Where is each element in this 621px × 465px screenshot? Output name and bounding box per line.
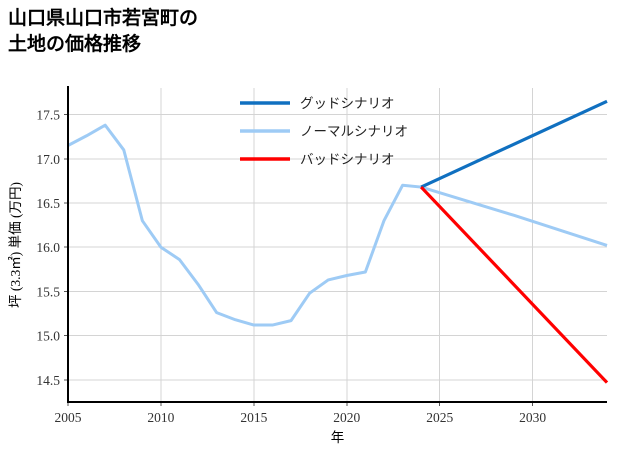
x-tick-label: 2030: [519, 410, 546, 425]
series-line-1: [67, 123, 608, 327]
x-tick-label: 2015: [240, 410, 267, 425]
legend-label-2: ノーマルシナリオ: [300, 124, 408, 139]
legend-label-3: バッドシナリオ: [300, 152, 395, 167]
tickmarks: [64, 114, 534, 406]
axis-spines: [66, 86, 607, 404]
page-title: 山口県山口市若宮町の 土地の価格推移: [8, 8, 199, 56]
gridlines: [67, 88, 607, 402]
legend-label-1: グッドシナリオ: [300, 96, 395, 111]
series-line-2: [420, 99, 608, 189]
y-tick-labels: 14.5 15.0 15.5 16.0 16.5 17.0 17.5: [36, 108, 60, 388]
y-tick-label: 14.5: [36, 373, 60, 388]
y-tick-label: 17.0: [36, 152, 60, 167]
y-axis-title: 坪 (3.3㎡) 単価 (万円): [8, 182, 23, 308]
y-tick-label: 15.0: [36, 329, 60, 344]
x-tick-labels: 2005 2010 2015 2020 2025 2030: [55, 410, 547, 425]
y-tick-label: 16.0: [36, 240, 60, 255]
x-tick-label: 2020: [333, 410, 360, 425]
axis-titles: 年 坪 (3.3㎡) 単価 (万円): [8, 182, 344, 445]
y-tick-label: 15.5: [36, 284, 60, 299]
x-tick-label: 2010: [147, 410, 174, 425]
y-tick-label: 17.5: [36, 108, 60, 123]
data-series: [67, 99, 609, 384]
y-tick-label: 16.5: [36, 196, 60, 211]
series-line-3: [419, 185, 609, 384]
axis-spine: [66, 86, 607, 404]
x-axis-title: 年: [331, 430, 345, 445]
x-tick-label: 2005: [55, 410, 82, 425]
x-tick-label: 2025: [426, 410, 453, 425]
